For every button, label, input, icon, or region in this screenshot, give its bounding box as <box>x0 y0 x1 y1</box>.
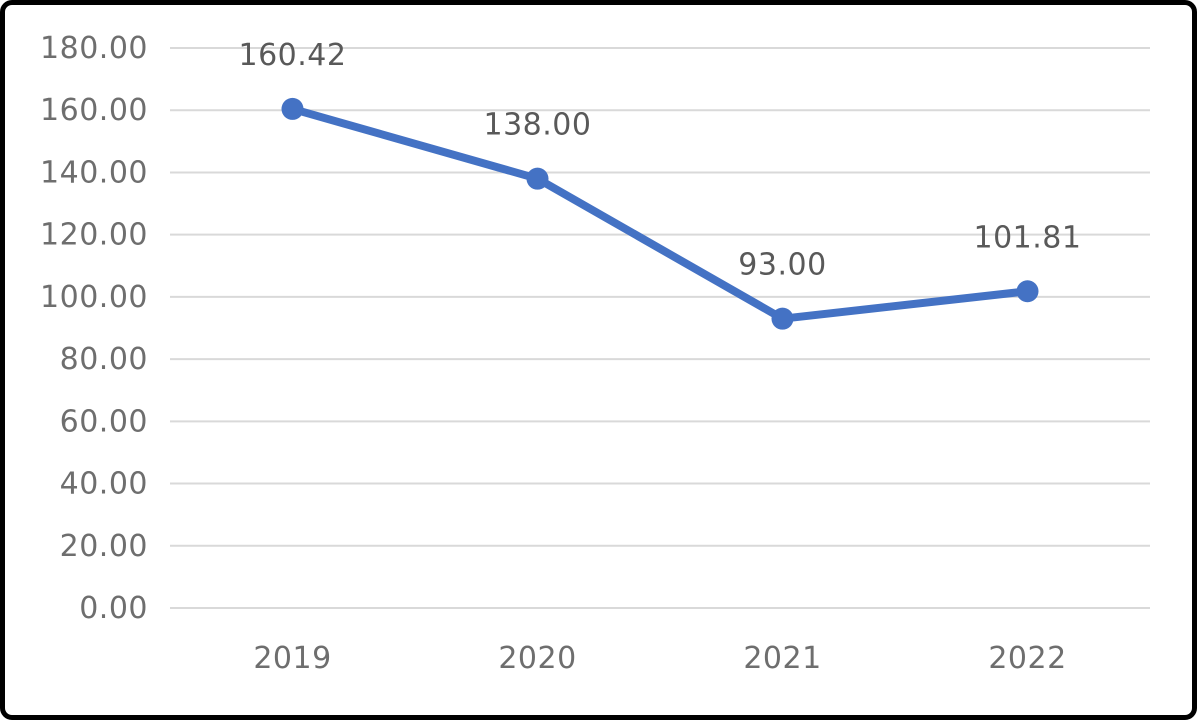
data-point-marker <box>1016 280 1039 303</box>
y-tick-label: 20.00 <box>60 529 148 564</box>
data-label: 160.42 <box>239 38 347 73</box>
y-tick-label: 80.00 <box>60 342 148 377</box>
y-tick-label: 160.00 <box>40 93 148 128</box>
data-point-marker <box>771 307 794 330</box>
series-line <box>288 104 1032 323</box>
y-tick-label: 100.00 <box>40 280 148 315</box>
data-point-marker <box>281 97 304 120</box>
y-tick-label: 0.00 <box>79 591 148 626</box>
data-point-marker <box>526 167 549 190</box>
x-tick-label: 2021 <box>743 641 821 676</box>
y-tick-label: 40.00 <box>60 467 148 502</box>
data-label: 93.00 <box>738 248 826 283</box>
y-tick-label: 180.00 <box>40 31 148 66</box>
x-tick-label: 2022 <box>988 641 1066 676</box>
y-tick-label: 120.00 <box>40 218 148 253</box>
y-tick-label: 140.00 <box>40 155 148 190</box>
data-label: 101.81 <box>974 220 1082 255</box>
x-tick-label: 2019 <box>253 641 331 676</box>
data-label: 138.00 <box>484 108 592 143</box>
x-tick-label: 2020 <box>498 641 576 676</box>
y-tick-label: 60.00 <box>60 404 148 439</box>
